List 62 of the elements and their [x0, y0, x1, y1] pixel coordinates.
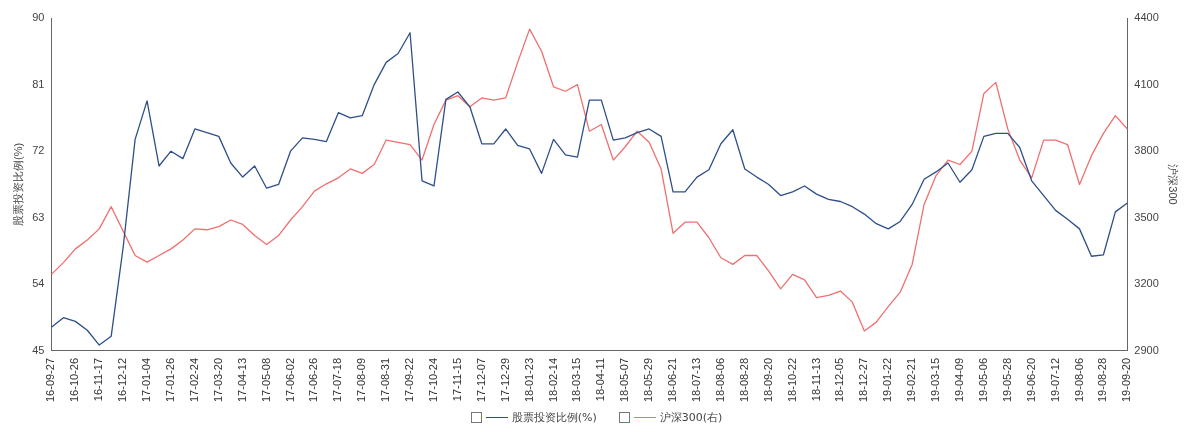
x-tick-label: 17-10-24 — [427, 357, 440, 403]
x-tick-label: 17-12-29 — [498, 357, 511, 403]
x-tick-label: 17-02-24 — [187, 357, 200, 403]
x-tick-label: 17-07-18 — [331, 357, 344, 403]
y2-tick-label: 3800 — [1134, 144, 1159, 157]
y2-tick-label: 2900 — [1134, 344, 1159, 356]
x-tick-label: 18-11-13 — [809, 357, 822, 402]
x-tick-label: 18-04-11 — [594, 357, 607, 402]
x-tick-label: 17-09-22 — [403, 357, 416, 403]
y-tick-label: 45 — [32, 344, 45, 356]
y-tick-label: 90 — [32, 11, 45, 24]
legend-label: 沪深300(右) — [659, 410, 723, 425]
x-tick-label: 19-07-12 — [1048, 357, 1061, 403]
x-tick-label: 18-05-07 — [618, 357, 631, 403]
x-tick-label: 19-08-28 — [1096, 357, 1109, 403]
y2-axis-title: 沪深300 — [1167, 164, 1180, 205]
x-tick-label: 17-08-31 — [379, 357, 392, 403]
x-tick-label: 18-12-05 — [833, 357, 846, 403]
y2-tick-label: 4100 — [1134, 77, 1159, 90]
x-tick-label: 18-08-06 — [713, 357, 726, 403]
y-tick-label: 54 — [32, 277, 45, 290]
y2-tick-label: 3200 — [1134, 277, 1159, 290]
legend-label: 股票投资比例(%) — [511, 410, 597, 425]
x-tick-label: 19-04-09 — [953, 357, 965, 403]
x-tick-label: 19-06-20 — [1024, 357, 1037, 403]
x-tick-label: 17-01-26 — [164, 357, 177, 403]
x-tick-label: 19-05-06 — [976, 357, 989, 403]
x-tick-label: 17-06-26 — [307, 357, 320, 403]
x-tick-label: 17-01-04 — [140, 357, 153, 403]
x-tick-label: 18-12-27 — [857, 357, 870, 403]
x-tick-label: 19-05-28 — [1000, 357, 1013, 403]
x-tick-label: 17-12-07 — [474, 357, 487, 403]
y-tick-label: 72 — [32, 144, 45, 157]
y-axis-title: 股票投资比例(%) — [11, 142, 24, 227]
x-tick-label: 18-06-21 — [666, 357, 679, 403]
x-tick-label: 17-11-15 — [450, 357, 463, 402]
x-tick-label: 19-03-15 — [929, 357, 942, 403]
x-tick-label: 17-03-20 — [211, 357, 224, 403]
x-tick-label: 16-11-17 — [92, 357, 105, 402]
y-tick-label: 63 — [32, 210, 45, 223]
x-tick-label: 16-12-12 — [116, 357, 129, 403]
x-tick-label: 19-01-22 — [881, 357, 894, 403]
y-tick-label: 81 — [32, 77, 45, 90]
y2-tick-label: 4400 — [1134, 11, 1159, 24]
x-tick-label: 17-05-08 — [259, 357, 272, 403]
x-tick-label: 16-09-27 — [44, 357, 57, 403]
x-tick-label: 19-09-20 — [1120, 357, 1133, 403]
x-tick-label: 18-05-29 — [642, 357, 655, 403]
x-tick-label: 18-08-28 — [737, 357, 750, 403]
y2-tick-label: 3500 — [1134, 210, 1159, 223]
x-tick-label: 18-01-23 — [522, 357, 535, 403]
x-tick-label: 16-10-26 — [68, 357, 81, 403]
x-tick-label: 17-08-09 — [355, 357, 368, 403]
x-tick-label: 17-06-02 — [283, 357, 296, 403]
x-tick-label: 19-08-06 — [1072, 357, 1085, 403]
x-tick-label: 18-02-14 — [546, 357, 559, 403]
x-tick-label: 18-07-13 — [690, 357, 702, 403]
x-tick-label: 18-10-22 — [785, 357, 798, 403]
x-tick-label: 18-09-20 — [761, 357, 774, 403]
x-tick-label: 18-03-15 — [570, 357, 583, 403]
x-tick-label: 19-02-21 — [905, 357, 918, 403]
x-tick-label: 17-04-13 — [235, 357, 248, 403]
